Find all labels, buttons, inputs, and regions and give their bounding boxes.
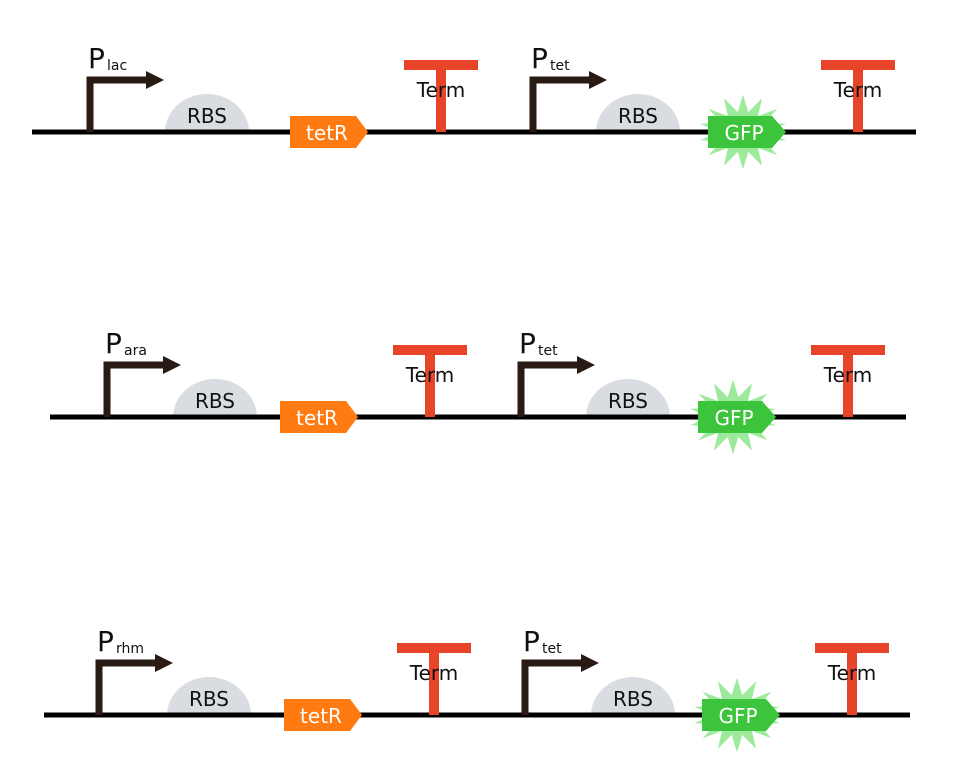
terminator-bar-icon xyxy=(811,345,885,355)
promoter-subscript: rhm xyxy=(116,641,144,657)
promoter-letter: P xyxy=(523,625,540,658)
promoter-subscript: ara xyxy=(124,343,147,359)
rbs-label: RBS xyxy=(618,104,658,128)
gene-tetR: tetR xyxy=(290,116,368,148)
promoter-arrowhead-icon xyxy=(577,356,595,374)
gene-arrow-icon xyxy=(284,699,362,731)
gene-gfp: GFP xyxy=(694,677,780,753)
promoter-letter: P xyxy=(105,327,122,360)
promoter-letter: P xyxy=(88,42,105,75)
gene-label: GFP xyxy=(714,406,753,430)
terminator-label: Term xyxy=(833,78,882,102)
promoter-arrowhead-icon xyxy=(589,71,607,89)
gene-label: tetR xyxy=(296,406,338,430)
terminator-label: Term xyxy=(409,661,458,685)
terminator-bar-icon xyxy=(393,345,467,355)
promoter-letter: P xyxy=(531,42,548,75)
rbs: RBS xyxy=(591,677,675,715)
gene-label: GFP xyxy=(724,121,763,145)
terminator: Term xyxy=(404,60,478,132)
promoter-arrowhead-icon xyxy=(146,71,164,89)
rbs-dome-icon xyxy=(591,677,675,715)
terminator-stem-icon xyxy=(425,351,435,417)
terminator-bar-icon xyxy=(397,643,471,653)
promoter-arrow-icon xyxy=(86,76,148,132)
terminator-bar-icon xyxy=(815,643,889,653)
promoter-arrow-icon xyxy=(517,361,579,417)
terminator-label: Term xyxy=(827,661,876,685)
gene-tetR: tetR xyxy=(280,401,358,433)
rbs-dome-icon xyxy=(165,94,249,132)
rbs-label: RBS xyxy=(189,687,229,711)
terminator-bar-icon xyxy=(404,60,478,70)
rbs-label: RBS xyxy=(195,389,235,413)
promoter-subscript: tet xyxy=(542,641,562,657)
terminator-stem-icon xyxy=(853,66,863,132)
rbs: RBS xyxy=(167,677,251,715)
promoter-arrow-icon xyxy=(529,76,591,132)
terminator: Term xyxy=(821,60,895,132)
promoter-arrow-icon xyxy=(95,659,157,715)
terminator-label: Term xyxy=(416,78,465,102)
terminator-stem-icon xyxy=(429,649,439,715)
promoter-arrowhead-icon xyxy=(163,356,181,374)
terminator: Term xyxy=(397,643,471,715)
rbs-label: RBS xyxy=(608,389,648,413)
promoter-letter: P xyxy=(519,327,536,360)
terminator: Term xyxy=(811,345,885,417)
promoter-subscript: lac xyxy=(107,58,127,74)
rbs-label: RBS xyxy=(187,104,227,128)
gene-arrow-icon xyxy=(702,699,780,731)
promoter-arrowhead-icon xyxy=(155,654,173,672)
gene-arrow-icon xyxy=(698,401,776,433)
terminator-stem-icon xyxy=(847,649,857,715)
gene-gfp: GFP xyxy=(690,379,776,455)
terminator-bar-icon xyxy=(821,60,895,70)
terminator-label: Term xyxy=(823,363,872,387)
rbs-dome-icon xyxy=(596,94,680,132)
gene-label: tetR xyxy=(300,704,342,728)
rbs-dome-icon xyxy=(586,379,670,417)
promoter-subscript: tet xyxy=(550,58,570,74)
promoter-letter: P xyxy=(97,625,114,658)
gene-arrow-icon xyxy=(280,401,358,433)
promoter-arrow-icon xyxy=(103,361,165,417)
rbs: RBS xyxy=(596,94,680,132)
terminator: Term xyxy=(815,643,889,715)
terminator: Term xyxy=(393,345,467,417)
rbs: RBS xyxy=(173,379,257,417)
promoter-arrowhead-icon xyxy=(581,654,599,672)
gene-label: GFP xyxy=(718,704,757,728)
gene-arrow-icon xyxy=(708,116,786,148)
rbs: RBS xyxy=(586,379,670,417)
promoter-subscript: tet xyxy=(538,343,558,359)
promoter-arrow-icon xyxy=(521,659,583,715)
gene-arrow-icon xyxy=(290,116,368,148)
terminator-label: Term xyxy=(405,363,454,387)
terminator-stem-icon xyxy=(436,66,446,132)
rbs-dome-icon xyxy=(167,677,251,715)
terminator-stem-icon xyxy=(843,351,853,417)
rbs: RBS xyxy=(165,94,249,132)
gene-gfp: GFP xyxy=(700,94,786,170)
rbs-label: RBS xyxy=(613,687,653,711)
rbs-dome-icon xyxy=(173,379,257,417)
gene-label: tetR xyxy=(306,121,348,145)
gene-tetR: tetR xyxy=(284,699,362,731)
